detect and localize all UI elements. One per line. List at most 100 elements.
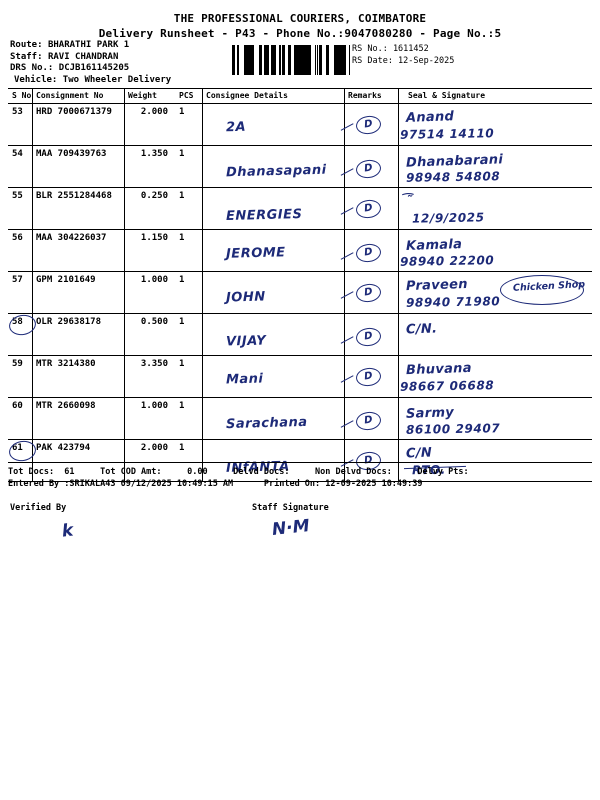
row-serial-number: 57: [12, 275, 23, 285]
column-divider: [398, 104, 399, 145]
column-divider: [124, 188, 125, 229]
route-line: Route: BHARATHI PARK 1: [10, 40, 171, 52]
footer-totals: Tot Docs: 61 Tot COD Amt: 0.00 Delvd Doc…: [8, 467, 469, 477]
row-seal-signature: Kamala: [405, 237, 463, 254]
route-label: Route:: [10, 40, 43, 50]
row-pcs: 1: [179, 275, 185, 285]
column-divider: [398, 230, 399, 271]
row-signature-phone: 98948 54808: [405, 169, 501, 185]
remark-tick-mark: [336, 199, 354, 215]
barcode-icon: [232, 45, 350, 75]
row-serial-number: 61: [12, 443, 23, 453]
column-header-remarks: Remarks: [348, 91, 382, 100]
drs-value: DCJB161145205: [58, 63, 130, 73]
column-divider: [398, 89, 399, 103]
column-divider: [202, 398, 203, 439]
company-title: THE PROFESSIONAL COURIERS, COIMBATORE: [173, 12, 427, 25]
table-row: 59 MTR 3214380 3.350 1 Mani D Bhuvana 98667 066…: [8, 356, 592, 398]
row-seal-signature: C/N.: [405, 321, 438, 338]
row-seal-signature: Dhanabarani: [405, 152, 504, 171]
row-signature-phone: 98667 06688: [399, 378, 495, 394]
column-divider: [398, 356, 399, 397]
column-divider: [202, 440, 203, 481]
row-weight: 1.150: [140, 233, 168, 243]
table-row: 56 MAA 304226037 1.150 1 JEROME D Kamala 98940 …: [8, 230, 592, 272]
column-divider: [32, 398, 33, 439]
column-divider: [398, 440, 399, 481]
remark-tick-mark: [336, 367, 354, 383]
row-seal-signature: Bhuvana: [405, 360, 473, 379]
row-serial-number: 58: [12, 317, 23, 327]
remark-delivered-mark: D: [354, 282, 383, 304]
remark-delivered-mark: D: [354, 366, 383, 388]
column-divider: [124, 89, 125, 103]
column-divider: [344, 356, 345, 397]
row-signature-phone: 98940 71980: [405, 294, 501, 310]
column-divider: [32, 440, 33, 481]
staff-line: Staff: RAVI CHANDRAN: [10, 52, 171, 64]
row-consignee-handwriting: ENERGIES: [225, 207, 303, 224]
column-header-seal-signature: Seal & Signature: [408, 91, 486, 100]
column-divider: [124, 440, 125, 481]
column-divider: [398, 146, 399, 187]
column-divider: [32, 104, 33, 145]
row-pcs: 1: [179, 233, 185, 243]
consignment-table: S No Consignment No Weight PCS Consignee Det…: [7, 88, 592, 482]
row-weight: 2.000: [140, 107, 168, 117]
staff-label: Staff:: [10, 51, 43, 62]
row-seal-signature: Sarmy: [405, 405, 455, 422]
column-divider: [202, 188, 203, 229]
vehicle-label: Vehicle:: [14, 74, 58, 85]
runsheet-subtitle: Delivery Runsheet - P43 - Phone No.:9047…: [98, 27, 502, 40]
remark-tick-mark: [336, 115, 354, 131]
column-divider: [398, 398, 399, 439]
table-row: 60 MTR 2660098 1.000 1 Sarachana D Sarmy 86100 …: [8, 398, 592, 440]
row-consignment-number: PAK 423794: [36, 443, 91, 453]
column-divider: [124, 314, 125, 355]
column-divider: [344, 89, 345, 103]
row-pcs: 1: [179, 149, 185, 159]
column-divider: [32, 356, 33, 397]
row-consignment-number: HRD 7000671379: [36, 107, 112, 117]
column-divider: [124, 230, 125, 271]
remark-tick-mark: [336, 412, 354, 428]
column-divider: [202, 146, 203, 187]
row-signature-phone: 12/9/2025: [411, 210, 485, 226]
row-consignment-number: GPM 2101649: [36, 275, 96, 285]
row-consignment-number: BLR 2551284468: [36, 191, 112, 201]
row-seal-signature: Anand: [405, 109, 455, 126]
row-signature-phone: 86100 29407: [405, 421, 501, 437]
staff-value: RAVI CHANDRAN: [47, 51, 119, 62]
row-consignee-handwriting: Mani: [225, 371, 264, 388]
column-divider: [32, 188, 33, 229]
row-consignment-number: MAA 304226037: [36, 233, 107, 243]
remark-tick-mark: [336, 283, 354, 299]
row-consignee-handwriting: Dhanasapani: [225, 162, 327, 181]
row-pcs: 1: [179, 443, 185, 453]
row-consignment-number: MAA 709439763: [36, 149, 107, 159]
row-pcs: 1: [179, 191, 185, 201]
footer-entered-printed: Entered By :SRIKALA43 09/12/2025 10:49:1…: [8, 479, 423, 489]
column-divider: [344, 314, 345, 355]
table-row: 57 GPM 2101649 1.000 1 JOHN D Praveen 98940 719…: [8, 272, 592, 314]
table-row: 58 OLR 29638178 0.500 1 VIJAY D C/N.: [7, 312, 592, 356]
column-divider: [32, 89, 33, 103]
vehicle-value: Two Wheeler Delivery: [62, 74, 172, 85]
row-consignee-handwriting: 2A: [225, 119, 247, 136]
column-header-consignment-no: Consignment No: [36, 91, 104, 100]
row-weight: 0.500: [140, 317, 168, 327]
column-divider: [202, 104, 203, 145]
rs-no: RS No.: 1611452: [352, 44, 429, 54]
staff-signature-label: Staff Signature: [252, 503, 329, 513]
runsheet-footer: Tot Docs: 61 Tot COD Amt: 0.00 Delvd Doc…: [8, 462, 592, 490]
row-weight: 1.000: [140, 401, 168, 411]
row-consignee-handwriting: VIJAY: [225, 333, 267, 350]
column-divider: [344, 146, 345, 187]
column-divider: [202, 356, 203, 397]
row-consignee-handwriting: JOHN: [225, 289, 266, 306]
remark-tick-mark: [336, 328, 354, 344]
row-serial-number: 54: [12, 149, 23, 159]
remark-delivered-mark: D: [354, 158, 383, 180]
column-divider: [344, 230, 345, 271]
column-header-weight: Weight: [128, 91, 157, 100]
